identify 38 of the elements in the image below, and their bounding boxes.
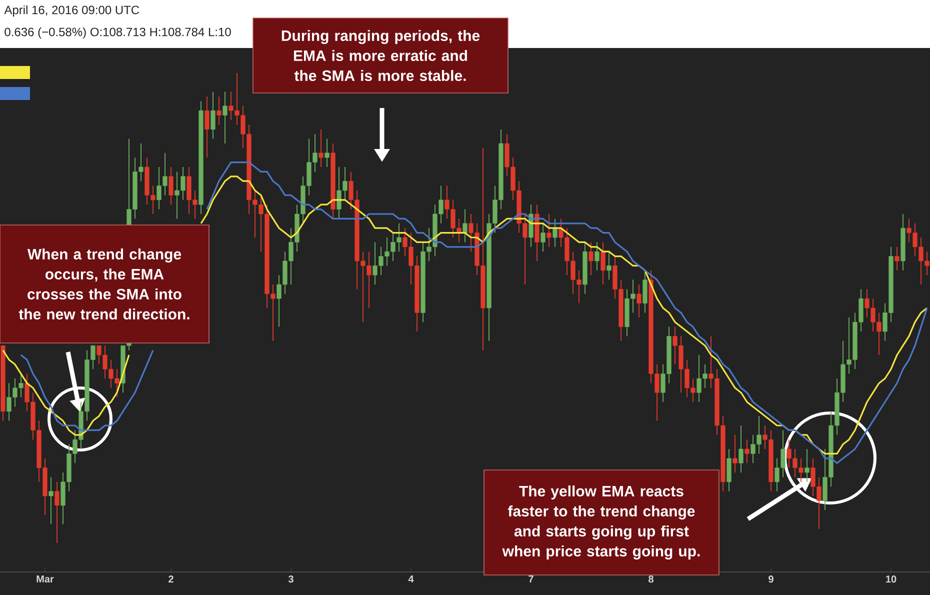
x-tick-label: 4 [408,576,414,582]
candlestick [222,91,228,144]
x-tick-label: 3 [288,576,294,583]
candlestick [894,246,900,271]
candlestick [600,242,606,285]
x-tick-label: 10 [886,576,896,583]
candlestick [324,138,330,168]
candlestick [168,166,174,206]
x-tick-label: 8 [648,576,654,583]
candlestick [732,434,738,473]
candlestick [588,242,594,276]
x-tick-label: 2 [168,576,174,583]
candlestick [594,242,600,271]
x-tick-label: 7 [528,576,534,582]
candlestick [804,448,810,482]
candlestick [210,91,216,140]
annotation: The yellow EMA reacts faster to the trend change and starts going up first when price starts going up. [502,485,700,560]
candlestick [54,481,60,544]
text: April 16, 2016 09:00 UTC [4,5,140,17]
annotation: During ranging periods, the EMA is more erratic and the SMA is more stable. [282,30,480,81]
candlestick [540,222,546,252]
candlestick [216,96,222,126]
candlestick [606,251,612,280]
candlestick [636,284,642,318]
x-tick-label: 9 [768,576,774,583]
annotation: When a trend change occurs, the EMA crosses the SMA into the new trend direction. [18,248,190,320]
candlestick [738,425,744,473]
candlestick [462,208,468,243]
candlestick [318,128,324,168]
candlestick [204,96,210,158]
x-tick-label: Mar [36,576,54,583]
candlestick [546,214,552,248]
candlestick [48,476,54,525]
text: 0.636 (−0.58%) O:108.713 H:108.784 L:10 [4,27,231,39]
candlestick [642,270,648,314]
candlestick [552,218,558,248]
candlestick [726,448,732,492]
candlestick [744,439,750,464]
